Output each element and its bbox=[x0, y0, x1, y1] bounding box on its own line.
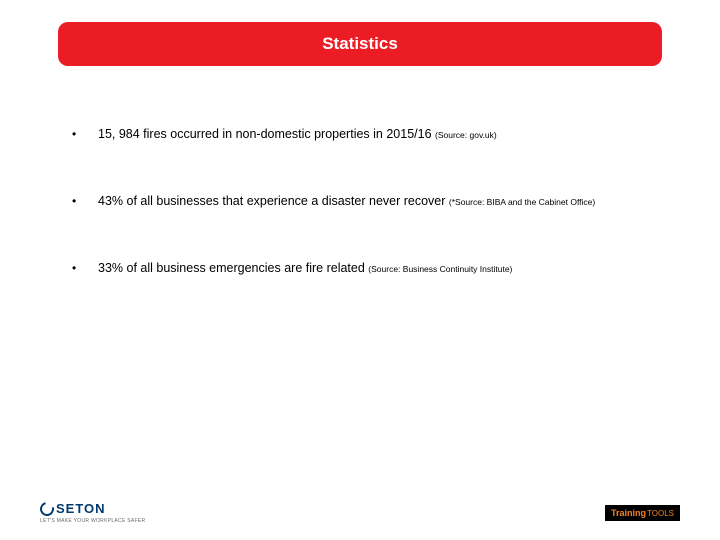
bullet-source: (Source: gov.uk) bbox=[435, 130, 497, 140]
bullet-text: 43% of all businesses that experience a … bbox=[98, 193, 595, 210]
footer-logo-left: SETON LET'S MAKE YOUR WORKPLACE SAFER bbox=[40, 501, 145, 524]
training-brand-strong: Training bbox=[611, 508, 646, 518]
seton-swirl-icon bbox=[37, 499, 56, 518]
bullet-text: 33% of all business emergencies are fire… bbox=[98, 260, 512, 277]
seton-tagline: LET'S MAKE YOUR WORKPLACE SAFER bbox=[40, 518, 145, 524]
bullet-marker-icon: • bbox=[72, 262, 98, 274]
bullet-source: (*Source: BIBA and the Cabinet Office) bbox=[449, 197, 595, 207]
title-banner: Statistics bbox=[58, 22, 662, 66]
bullet-main: 15, 984 fires occurred in non-domestic p… bbox=[98, 127, 435, 141]
footer-logo-right: TrainingTOOLS bbox=[605, 505, 680, 521]
bullet-item: • 15, 984 fires occurred in non-domestic… bbox=[72, 126, 662, 143]
footer: SETON LET'S MAKE YOUR WORKPLACE SAFER Tr… bbox=[40, 501, 680, 524]
bullet-main: 43% of all businesses that experience a … bbox=[98, 194, 449, 208]
bullet-item: • 43% of all businesses that experience … bbox=[72, 193, 662, 210]
seton-logo: SETON bbox=[40, 501, 106, 516]
bullet-text: 15, 984 fires occurred in non-domestic p… bbox=[98, 126, 497, 143]
bullet-source: (Source: Business Continuity Institute) bbox=[368, 264, 512, 274]
bullet-marker-icon: • bbox=[72, 195, 98, 207]
seton-brand-text: SETON bbox=[56, 501, 106, 516]
bullet-list: • 15, 984 fires occurred in non-domestic… bbox=[72, 126, 662, 327]
slide-title: Statistics bbox=[322, 34, 398, 54]
bullet-item: • 33% of all business emergencies are fi… bbox=[72, 260, 662, 277]
bullet-main: 33% of all business emergencies are fire… bbox=[98, 261, 368, 275]
training-brand-thin: TOOLS bbox=[647, 509, 674, 518]
bullet-marker-icon: • bbox=[72, 128, 98, 140]
